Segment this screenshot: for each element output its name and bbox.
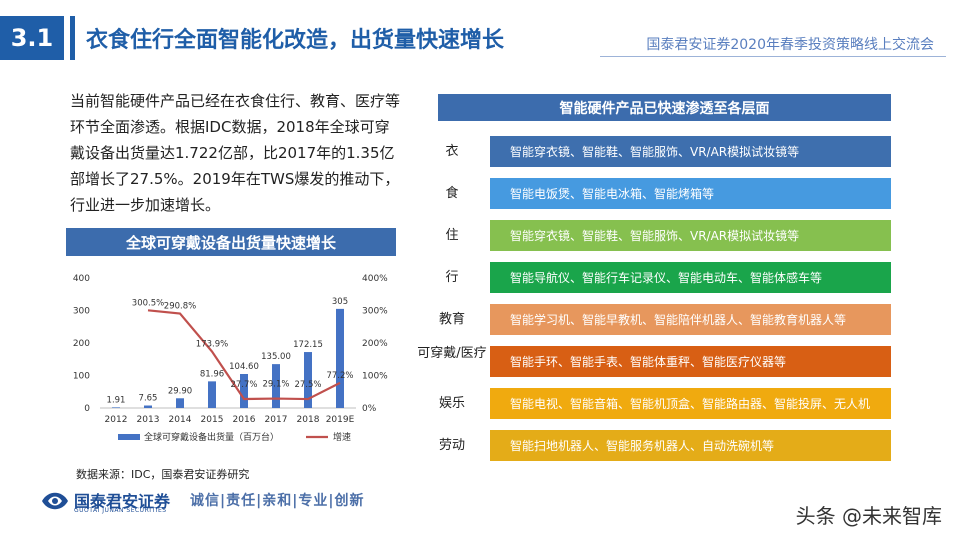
category-label: 教育 (438, 311, 465, 327)
category-label: 可穿戴/医疗 (417, 345, 487, 361)
growth-value-label: 173.9% (196, 339, 228, 349)
watermark: 头条 @未来智库 (795, 504, 942, 528)
logo-text-en: GUOTAI JUNAN SECURITIES (74, 507, 167, 514)
bar-value-label: 305 (332, 297, 348, 307)
legend-bar-swatch (118, 434, 140, 440)
category-bar: 智能学习机、智能早教机、智能陪伴机器人、智能教育机器人等 (490, 304, 891, 335)
bar (272, 364, 280, 408)
category-label: 劳动 (438, 437, 465, 453)
category-label: 住 (445, 227, 459, 243)
x-tick-label: 2012 (105, 415, 128, 425)
x-tick-label: 2015 (201, 415, 224, 425)
x-tick-label: 2013 (137, 415, 160, 425)
y-tick-label: 100 (73, 372, 90, 382)
event-name: 国泰君安证券2020年春季投资策略线上交流会 (646, 37, 934, 53)
data-source-note: 数据来源：IDC，国泰君安证券研究 (76, 468, 250, 481)
logo-mark-icon (42, 492, 68, 510)
bar (176, 398, 184, 408)
section-number-badge: 3.1 (0, 16, 64, 60)
x-tick-label: 2019E (326, 415, 355, 425)
growth-value-label: 27.5% (294, 380, 321, 390)
header-divider (600, 56, 946, 57)
y-tick-label: 400 (73, 274, 90, 284)
categories-panel-title: 智能硬件产品已快速渗透至各层面 (438, 94, 891, 121)
y2-tick-label: 100% (362, 372, 388, 382)
x-tick-label: 2018 (297, 415, 320, 425)
bar (304, 352, 312, 408)
legend-line-label: 增速 (333, 431, 351, 443)
bar-value-label: 104.60 (229, 362, 259, 372)
growth-value-label: 300.5% (132, 298, 164, 308)
category-label: 食 (445, 185, 459, 201)
growth-value-label: 29.1% (262, 380, 289, 390)
bar (240, 374, 248, 408)
category-bar: 智能电视、智能音箱、智能机顶盒、智能路由器、智能投屏、无人机 (490, 388, 891, 419)
company-slogan: 诚信|责任|亲和|专业|创新 (190, 493, 365, 509)
intro-paragraph: 当前智能硬件产品已经在衣食住行、教育、医疗等环节全面渗透。根据IDC数据，201… (70, 92, 401, 214)
logo-text-cn: 国泰君安证券 (74, 492, 171, 511)
category-bar: 智能电饭煲、智能电冰箱、智能烤箱等 (490, 178, 891, 209)
bar-value-label: 135.00 (261, 352, 291, 362)
bar-value-label: 7.65 (139, 394, 158, 404)
y2-tick-label: 0% (362, 404, 377, 414)
shipment-chart: 0 100 200 300 400 0% 100% 200% 300% 400% 2012 2013 2… (73, 274, 388, 443)
bar (336, 308, 344, 408)
title-accent-bar (70, 16, 75, 60)
chart-title: 全球可穿戴设备出货量快速增长 (66, 228, 396, 256)
y2-tick-label: 200% (362, 339, 388, 349)
bar-value-label: 172.15 (293, 340, 323, 350)
bar (144, 405, 152, 408)
category-bar: 智能导航仪、智能行车记录仪、智能电动车、智能体感车等 (490, 262, 891, 293)
growth-value-label: 77.2% (326, 371, 353, 381)
category-bar: 智能穿衣镜、智能鞋、智能服饰、VR/AR模拟试妆镜等 (490, 220, 891, 251)
x-tick-label: 2014 (169, 415, 192, 425)
bar-value-label: 81.96 (200, 369, 224, 379)
category-bar: 智能扫地机器人、智能服务机器人、自动洗碗机等 (490, 430, 891, 461)
x-tick-label: 2016 (233, 415, 256, 425)
x-tick-label: 2017 (265, 415, 288, 425)
bar (208, 381, 216, 408)
legend-bar-label: 全球可穿戴设备出货量（百万台） (144, 431, 279, 443)
slide-title: 衣食住行全面智能化改造，出货量快速增长 (86, 28, 505, 53)
category-bar: 智能手环、智能手表、智能体重秤、智能医疗仪器等 (490, 346, 891, 377)
category-bar: 智能穿衣镜、智能鞋、智能服饰、VR/AR模拟试妆镜等 (490, 136, 891, 167)
bar (112, 407, 120, 408)
growth-value-label: 27.7% (230, 380, 257, 390)
category-label: 行 (445, 269, 459, 285)
bar-value-label: 29.90 (168, 386, 192, 396)
y-tick-label: 0 (84, 404, 90, 414)
category-label: 衣 (445, 143, 459, 159)
category-label: 娱乐 (438, 395, 465, 411)
y-tick-label: 300 (73, 307, 90, 317)
growth-value-label: 290.8% (164, 301, 196, 311)
y-tick-label: 200 (73, 339, 90, 349)
bar-value-label: 1.91 (107, 395, 126, 405)
y2-tick-label: 300% (362, 307, 388, 317)
y2-tick-label: 400% (362, 274, 388, 284)
company-logo: 国泰君安证券 GUOTAI JUNAN SECURITIES (40, 488, 182, 516)
growth-line (147, 309, 341, 401)
